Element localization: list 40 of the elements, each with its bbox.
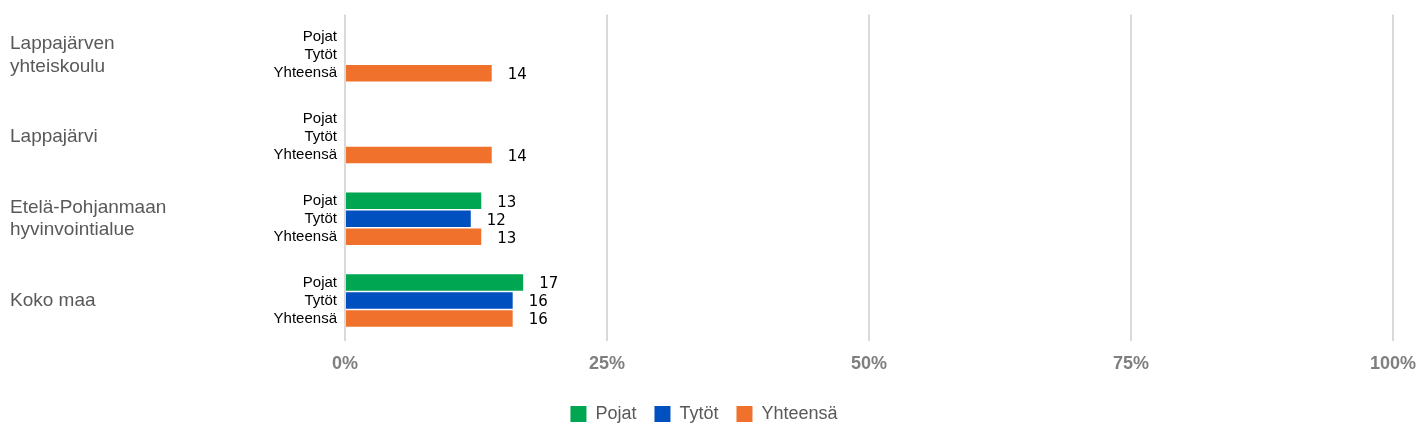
bar [346, 292, 513, 309]
text: Yhteensä [273, 226, 337, 244]
x-tick-label: 75% [1112, 353, 1149, 374]
bar [346, 228, 482, 246]
x-tick-label: 25% [588, 353, 626, 374]
data-label: 13 [497, 228, 517, 247]
legend-label: Yhteensä [761, 402, 839, 423]
text: Yhteensä [273, 145, 337, 163]
text: Yhteensä [273, 63, 337, 81]
x-tick-label: 100% [1369, 353, 1416, 374]
text: Pojat [302, 109, 337, 127]
bar [346, 64, 492, 82]
data-label: 14 [507, 65, 527, 84]
data-label: 12 [486, 210, 506, 229]
legend-label: Pojat [595, 402, 637, 423]
text: Pojat [302, 27, 337, 45]
bar [346, 210, 471, 228]
y-tick-label: Lappajärvi [10, 125, 98, 147]
text: Tytöt [304, 208, 337, 226]
data-label: 13 [497, 192, 517, 211]
y-tick-label: Koko maa [10, 288, 96, 310]
x-tick-label: 50% [850, 353, 888, 374]
y-tick-label: Lappajärven yhteiskoulu [10, 32, 115, 76]
text: Yhteensä [273, 308, 337, 326]
bar [346, 310, 513, 327]
data-label: 17 [539, 274, 559, 293]
text: Tytöt [304, 127, 337, 145]
bar [346, 192, 482, 210]
legend-label: Tytöt [679, 402, 719, 423]
bar [346, 274, 524, 291]
x-tick-label: 0% [331, 353, 359, 374]
text: Tytöt [304, 290, 337, 308]
data-label: 14 [507, 146, 527, 165]
data-label: 16 [528, 310, 548, 329]
data-label: 16 [528, 292, 548, 311]
bar [346, 146, 492, 164]
text: Pojat [302, 190, 337, 208]
y-tick-label: Etelä-Pohjanmaan hyvinvointialue [10, 195, 167, 240]
text: Tytöt [304, 45, 337, 63]
text: Pojat [302, 272, 337, 290]
